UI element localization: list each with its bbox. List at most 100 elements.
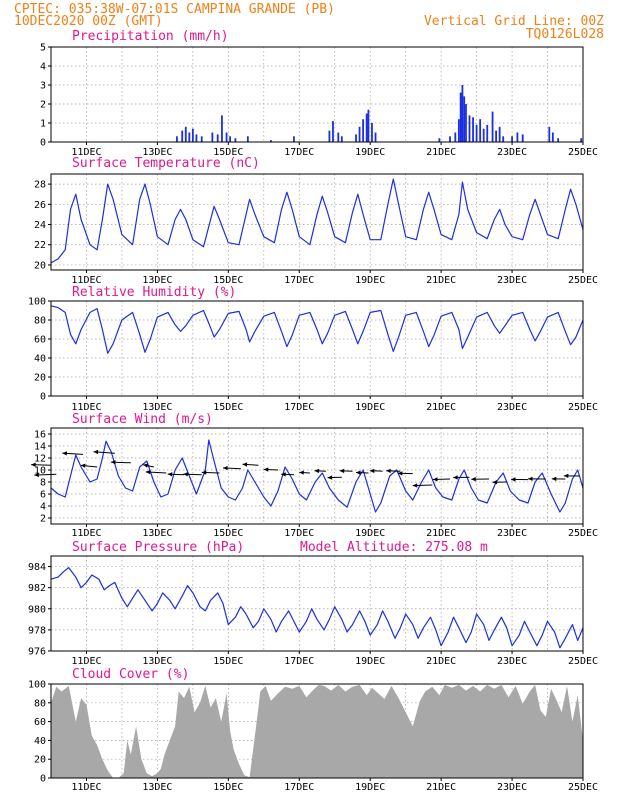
y-tick-label: 6: [40, 490, 46, 501]
wind-vector-head: [511, 477, 516, 482]
plot-frame: [50, 46, 584, 143]
x-tick-label: 21DEC: [426, 147, 456, 158]
x-tick-label: 21DEC: [426, 782, 456, 793]
x-tick-label: 15DEC: [213, 528, 243, 539]
y-tick-label: 16: [34, 430, 46, 441]
precip-bar: [211, 132, 214, 142]
wind-vector-head: [356, 470, 361, 475]
precip-bar: [463, 96, 466, 142]
y-tick-label: 8: [40, 478, 46, 489]
model-altitude-note: Model Altitude: 275.08 m: [300, 540, 488, 555]
plot-frame: [50, 555, 584, 652]
precip-bar: [557, 138, 560, 142]
precip-bar: [479, 119, 482, 142]
cloud-cover-panel: Cloud Cover (%) 0 20 40 60 80 100 11DEC 13DEC 15…: [28, 667, 598, 793]
y-tick-label: 5: [40, 43, 46, 54]
y-tick-label: 100: [28, 297, 46, 308]
precip-bar: [176, 136, 178, 142]
precip-bar: [511, 136, 513, 142]
y-tick-label: 40: [34, 736, 46, 747]
precip-bar: [486, 124, 489, 142]
y-tick-label: 60: [34, 717, 46, 728]
precip-bar: [184, 126, 187, 142]
wind-title: Surface Wind (m/s): [72, 412, 213, 427]
precip-bar: [374, 132, 377, 142]
precip-bar: [365, 113, 368, 142]
plot-frame: [50, 683, 584, 779]
y-tick-label: 14: [34, 442, 46, 453]
precip-bar: [195, 134, 198, 142]
wind-vector-head: [471, 477, 476, 482]
x-tick-label: 11DEC: [71, 275, 101, 286]
precip-bar: [355, 134, 357, 142]
x-tick-label: 13DEC: [142, 656, 172, 667]
x-tick-label: 23DEC: [497, 402, 527, 413]
wind-vector-head: [201, 470, 207, 475]
wind-vector-head: [314, 468, 320, 474]
precip-bar: [459, 92, 462, 142]
precip-bar: [221, 115, 223, 142]
x-tick-label: 23DEC: [497, 528, 527, 539]
plot-frame: [50, 173, 584, 271]
x-tick-label: 17DEC: [284, 402, 314, 413]
wind-vector-head: [242, 462, 248, 467]
wind-vector-head: [281, 472, 286, 477]
x-tick-label: 23DEC: [497, 656, 527, 667]
wind-vector-head: [528, 476, 533, 481]
precip-bar: [482, 128, 485, 142]
wind-vector-head: [453, 475, 458, 480]
wind-vector-head: [110, 460, 116, 465]
x-tick-label: 19DEC: [355, 402, 385, 413]
wind-vector-head: [299, 470, 304, 475]
plot-frame: [50, 300, 584, 397]
y-tick-label: 984: [28, 562, 46, 573]
header-station-line: CPTEC: 035:38W-07:01S CAMPINA GRANDE (PB…: [14, 2, 335, 17]
wind-vector-head: [551, 476, 557, 482]
wind-vector-head: [327, 475, 333, 480]
wind-vector-head: [386, 468, 391, 473]
wind-vector-head: [492, 480, 498, 485]
precip-bar: [216, 134, 219, 142]
wind-vector-head: [62, 451, 67, 456]
y-tick-label: 80: [34, 316, 46, 327]
y-tick-label: 1: [40, 119, 46, 130]
precip-bar: [337, 132, 340, 142]
x-tick-label: 17DEC: [284, 782, 314, 793]
x-tick-label: 21DEC: [426, 656, 456, 667]
x-tick-label: 21DEC: [426, 528, 456, 539]
y-tick-label: 0: [40, 138, 46, 149]
x-tick-label: 13DEC: [142, 528, 172, 539]
wind-vector-head: [339, 468, 345, 474]
precip-bar: [293, 136, 295, 142]
y-tick-label: 100: [28, 680, 46, 691]
precip-bar: [246, 136, 249, 142]
precip-bar: [200, 136, 203, 142]
y-tick-label: 12: [34, 454, 46, 465]
precip-bar: [181, 130, 184, 142]
y-tick-label: 0: [40, 774, 46, 785]
y-tick-label: 20: [34, 755, 46, 766]
x-tick-label: 17DEC: [284, 656, 314, 667]
x-tick-label: 19DEC: [355, 656, 385, 667]
precip-bar: [465, 104, 467, 142]
wind-vector-head: [80, 463, 86, 468]
x-tick-label: 15DEC: [213, 656, 243, 667]
precip-bar: [225, 132, 228, 142]
wind-vector-head: [167, 472, 173, 477]
x-tick-label: 25DEC: [568, 402, 598, 413]
pressure-panel: Surface Pressure (hPa) Model Altitude: 2…: [28, 540, 598, 667]
wind-vector-head: [93, 449, 99, 455]
y-tick-label: 60: [34, 335, 46, 346]
header-model-id: TQ0126L028: [526, 27, 604, 42]
temperature-title: Surface Temperature (nC): [72, 156, 260, 171]
y-tick-label: 4: [40, 502, 46, 513]
pressure-title: Surface Pressure (hPa): [72, 540, 244, 555]
precip-bar: [498, 126, 501, 142]
wind-vector-head: [223, 466, 228, 471]
precip-bar: [191, 128, 194, 142]
x-tick-label: 25DEC: [568, 275, 598, 286]
wind-vector-head: [263, 467, 269, 472]
wind-vector-head: [145, 470, 151, 475]
